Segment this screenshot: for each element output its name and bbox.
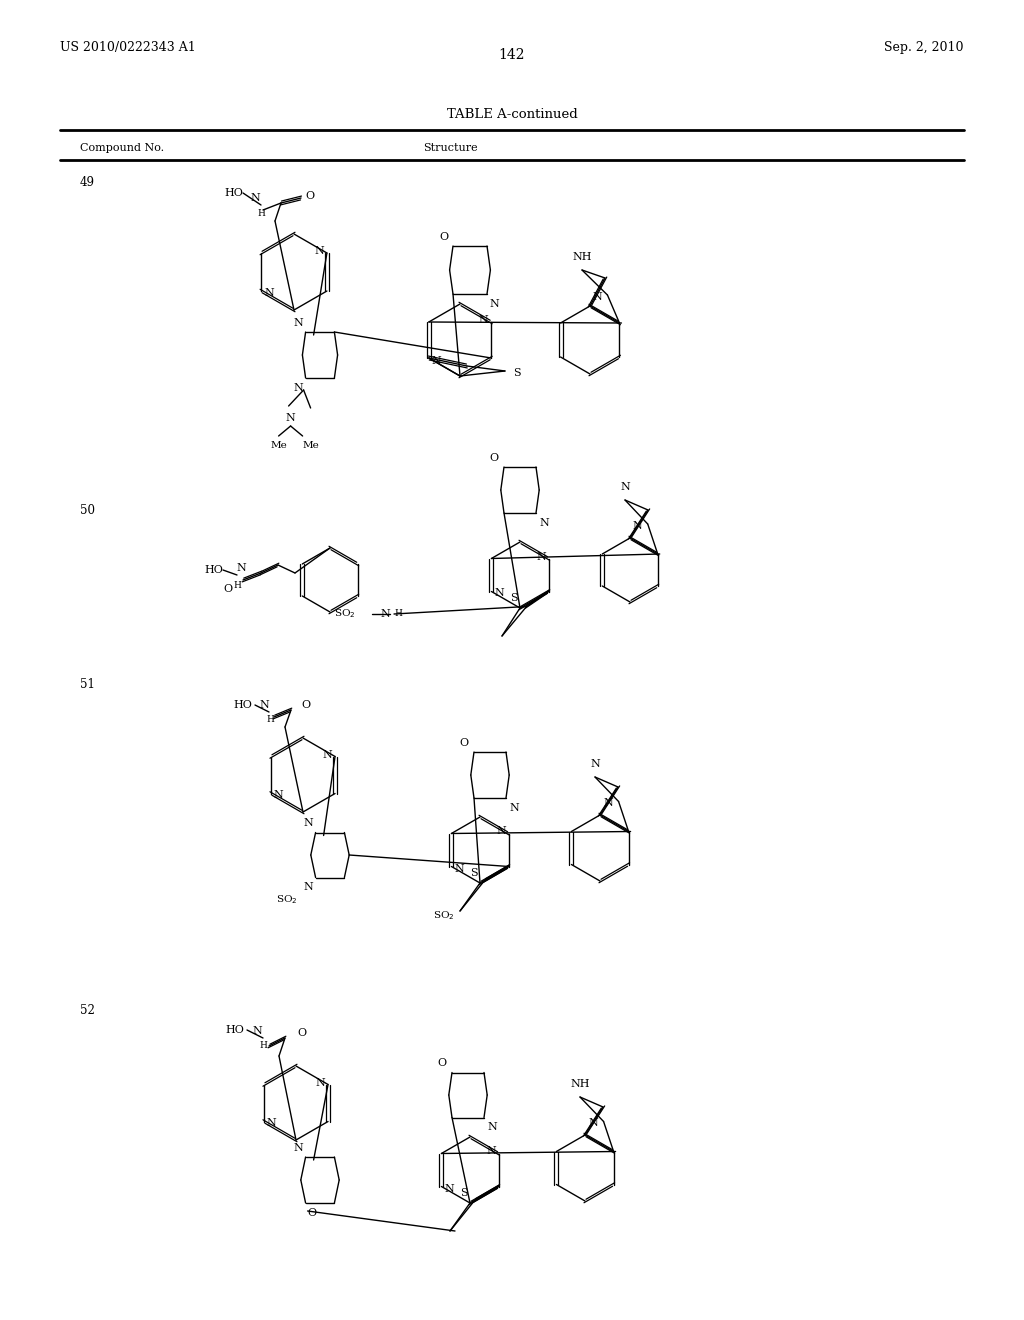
Text: N: N <box>252 1026 262 1036</box>
Text: N: N <box>304 883 313 892</box>
Text: N: N <box>267 1118 276 1129</box>
Text: N: N <box>487 1122 497 1133</box>
Text: Sep. 2, 2010: Sep. 2, 2010 <box>885 41 964 54</box>
Text: SO$_2$: SO$_2$ <box>276 894 298 906</box>
Text: N: N <box>489 300 499 309</box>
Text: N: N <box>315 1077 325 1088</box>
Text: Me: Me <box>302 441 318 450</box>
Text: 51: 51 <box>80 678 95 692</box>
Text: N: N <box>455 863 464 874</box>
Text: N: N <box>478 315 488 325</box>
Text: HO: HO <box>224 187 243 198</box>
Text: N: N <box>604 799 613 808</box>
Text: N: N <box>495 589 504 598</box>
Text: H: H <box>394 610 401 619</box>
Text: O: O <box>307 1208 316 1218</box>
Text: H: H <box>257 209 265 218</box>
Text: Me: Me <box>270 441 287 450</box>
Text: NH: NH <box>570 1078 590 1089</box>
Text: N: N <box>497 826 507 837</box>
Text: Compound No.: Compound No. <box>80 143 164 153</box>
Text: N: N <box>621 482 630 492</box>
Text: S: S <box>513 368 520 378</box>
Text: 50: 50 <box>80 503 95 516</box>
Text: O: O <box>489 453 499 463</box>
Text: US 2010/0222343 A1: US 2010/0222343 A1 <box>60 41 196 54</box>
Text: N: N <box>432 356 441 366</box>
Text: TABLE A-continued: TABLE A-continued <box>446 108 578 121</box>
Text: N: N <box>314 246 324 256</box>
Text: N: N <box>486 1147 497 1156</box>
Text: H: H <box>266 714 273 723</box>
Text: SO$_2$: SO$_2$ <box>433 909 455 923</box>
Text: N: N <box>274 791 284 800</box>
Text: O: O <box>301 700 310 710</box>
Text: N: N <box>264 288 273 298</box>
Text: S: S <box>470 869 478 878</box>
Text: HO: HO <box>233 700 252 710</box>
Text: N: N <box>590 759 600 770</box>
Text: N: N <box>589 1118 599 1129</box>
Text: NH: NH <box>572 252 592 261</box>
Text: Structure: Structure <box>423 143 477 153</box>
Text: O: O <box>460 738 469 748</box>
Text: O: O <box>305 191 314 201</box>
Text: N: N <box>323 750 332 759</box>
Text: N: N <box>259 700 269 710</box>
Text: S: S <box>461 1188 468 1199</box>
Text: O: O <box>438 1059 447 1068</box>
Text: N: N <box>236 564 246 573</box>
Text: N: N <box>633 521 643 531</box>
Text: N: N <box>250 193 260 203</box>
Text: N: N <box>294 1143 303 1152</box>
Text: N: N <box>294 383 303 393</box>
Text: H: H <box>259 1041 267 1051</box>
Text: O: O <box>297 1028 306 1038</box>
Text: O: O <box>224 583 233 594</box>
Text: SO$_2$: SO$_2$ <box>334 607 355 620</box>
Text: HO: HO <box>204 565 223 576</box>
Text: HO: HO <box>225 1026 244 1035</box>
Text: N: N <box>509 803 519 813</box>
Text: N: N <box>304 818 313 829</box>
Text: N: N <box>286 413 296 422</box>
Text: N: N <box>537 552 547 561</box>
Text: N: N <box>444 1184 455 1193</box>
Text: 49: 49 <box>80 177 95 190</box>
Text: H: H <box>233 581 241 590</box>
Text: N: N <box>380 609 390 619</box>
Text: S: S <box>510 593 518 603</box>
Text: 52: 52 <box>80 1003 95 1016</box>
Text: O: O <box>439 232 449 242</box>
Text: 142: 142 <box>499 48 525 62</box>
Text: N: N <box>539 517 549 528</box>
Text: N: N <box>593 292 602 302</box>
Text: N: N <box>294 318 303 327</box>
